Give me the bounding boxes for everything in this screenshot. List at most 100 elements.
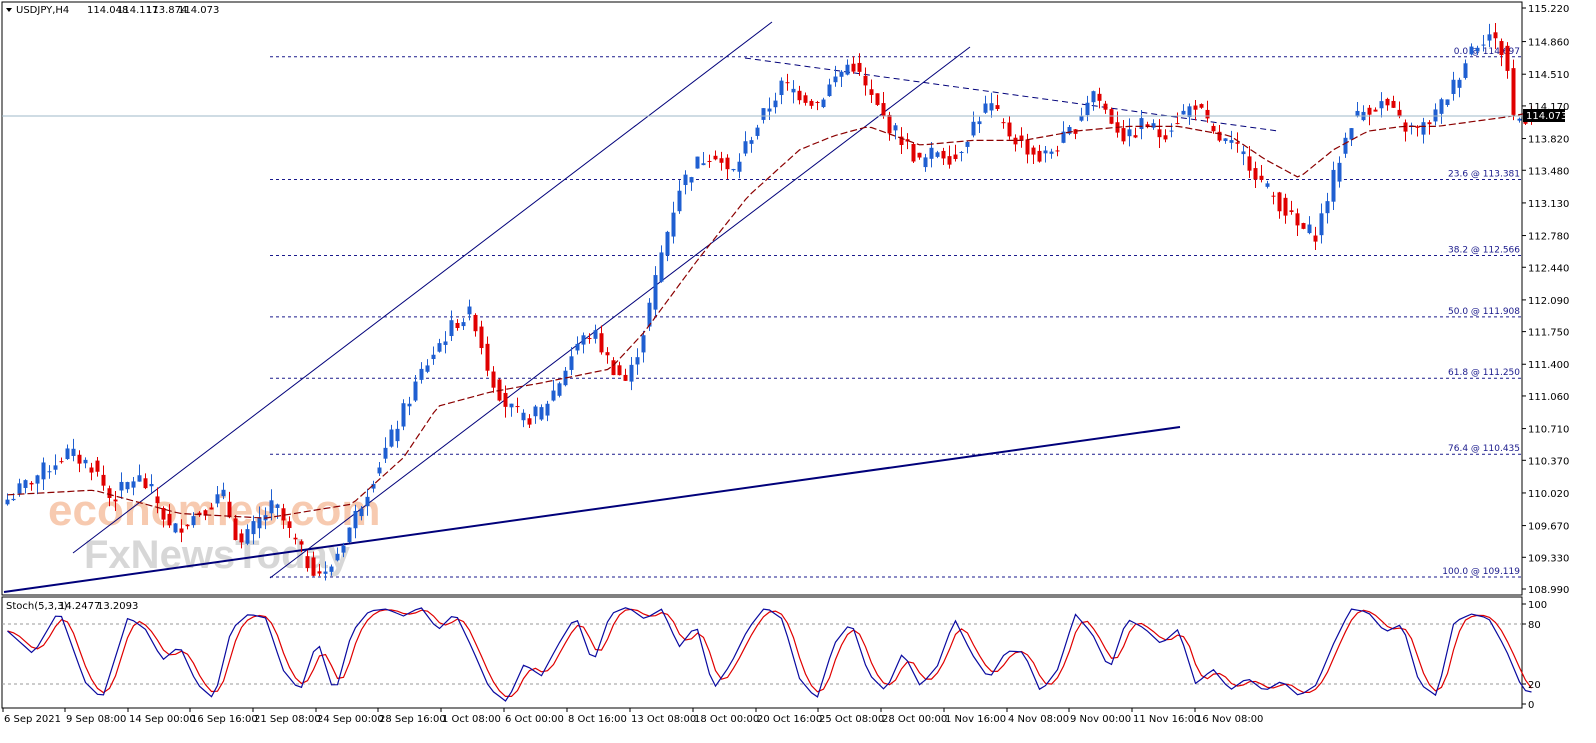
candle-body-122 [737, 161, 742, 172]
candle-body-17 [107, 488, 112, 498]
candle-body-113 [683, 174, 688, 186]
candle-body-109 [659, 252, 664, 282]
candle-body-87 [527, 418, 532, 425]
candle-body-31 [191, 516, 196, 526]
candle-body-19 [119, 481, 124, 491]
price-tick-label-16: 109.670 [1528, 522, 1569, 533]
price-tick-label-17: 109.330 [1528, 553, 1569, 564]
header-open: 114.048 [87, 5, 128, 16]
candle-body-57 [347, 527, 352, 542]
stoch-tick-label-80: 80 [1528, 620, 1541, 631]
candle-body-236 [1421, 122, 1426, 135]
stoch-tick-label-20: 20 [1528, 680, 1541, 691]
time-tick-label-0: 6 Sep 2021 [4, 714, 61, 725]
candle-body-231 [1391, 100, 1396, 108]
candle-body-69 [419, 368, 424, 380]
candle-body-111 [671, 212, 676, 237]
candle-body-78 [473, 314, 478, 332]
current-price-label: 114.073 [1526, 111, 1567, 122]
stochastic [2, 607, 1532, 702]
candle-body-67 [407, 403, 412, 407]
stoch-signal-line [7, 608, 1532, 697]
candle-body-143 [863, 75, 868, 86]
candle-body-2 [17, 483, 22, 494]
price-tick-label-0: 115.220 [1528, 4, 1569, 15]
candle-body-134 [809, 100, 814, 106]
fib-label-2: 38.2 @ 112.566 [1448, 246, 1520, 256]
candle-body-166 [1001, 122, 1006, 124]
candle-body-229 [1379, 101, 1384, 109]
collapse-triangle-icon[interactable] [6, 8, 12, 12]
candle-body-208 [1253, 168, 1258, 180]
candle-body-79 [479, 326, 484, 349]
candle-body-239 [1439, 99, 1444, 114]
candle-body-163 [983, 103, 988, 113]
candle-body-180 [1085, 102, 1090, 116]
candle-body-141 [851, 63, 856, 72]
candle-body-199 [1199, 104, 1204, 108]
candle-body-76 [461, 322, 466, 327]
candle-body-228 [1373, 109, 1378, 112]
price-tick-label-2: 114.510 [1528, 70, 1569, 81]
candle-body-108 [653, 275, 658, 310]
candle-body-84 [509, 403, 514, 408]
candle-body-102 [617, 365, 622, 376]
candle-body-70 [425, 365, 430, 372]
candle-body-209 [1259, 175, 1264, 180]
candle-body-175 [1055, 150, 1060, 152]
candle-body-250 [1505, 45, 1510, 71]
moving-average [7, 111, 1532, 519]
candle-body-169 [1019, 135, 1024, 140]
candle-body-45 [275, 504, 280, 508]
candle-body-174 [1049, 151, 1054, 154]
watermark-fxnewstoday: FxNewsToday [84, 533, 351, 577]
candle-body-145 [875, 93, 880, 105]
candle-body-224 [1349, 128, 1354, 140]
candle-body-193 [1163, 135, 1168, 140]
stoch-main-value: 14.2477 [59, 601, 100, 612]
candle-body-83 [503, 392, 508, 407]
price-tick-label-12: 111.060 [1528, 392, 1569, 403]
candle-body-94 [569, 356, 574, 370]
candle-body-71 [431, 354, 436, 360]
candle-body-210 [1265, 183, 1270, 187]
candle-body-50 [305, 556, 310, 569]
price-tick-label-8: 112.440 [1528, 263, 1569, 274]
candle-body-81 [491, 371, 496, 388]
main-plot-frame [1, 1, 1523, 596]
price-axis: 115.220 114.860 114.510 114.170 113.820 113.4… [1522, 4, 1569, 596]
price-tick-label-9: 112.090 [1528, 296, 1569, 307]
candle-body-3 [23, 480, 28, 488]
candle-body-52 [317, 571, 322, 574]
candle-body-139 [839, 71, 844, 77]
candle-body-117 [707, 160, 712, 162]
candle-body-96 [581, 335, 586, 345]
candle-body-165 [995, 105, 1000, 109]
stoch-tick-label-0: 0 [1528, 700, 1534, 711]
fib-label-3: 50.0 @ 111.908 [1448, 307, 1520, 317]
candle-body-192 [1157, 129, 1162, 138]
candle-body-125 [755, 127, 760, 136]
candle-body-5 [35, 475, 40, 484]
candle-body-191 [1151, 123, 1156, 128]
candle-body-215 [1295, 213, 1300, 226]
candle-body-41 [251, 521, 256, 535]
candle-body-146 [881, 103, 886, 116]
header-close: 114.073 [178, 5, 219, 16]
candle-body-140 [845, 64, 850, 75]
candle-body-33 [203, 510, 208, 516]
candle-body-136 [821, 99, 826, 108]
candle-body-42 [257, 517, 262, 529]
candle-body-206 [1241, 151, 1246, 155]
candle-body-218 [1313, 235, 1318, 242]
candle-body-126 [761, 108, 766, 120]
price-tick-label-6: 113.130 [1528, 199, 1569, 210]
time-tick-label-5: 24 Sep 00:00 [317, 714, 384, 725]
candle-body-68 [413, 381, 418, 401]
candle-body-63 [383, 447, 388, 459]
candle-body-240 [1445, 99, 1450, 105]
candle-body-91 [551, 390, 556, 401]
candle-body-32 [197, 512, 202, 516]
time-tick-label-17: 9 Nov 00:00 [1070, 714, 1131, 725]
